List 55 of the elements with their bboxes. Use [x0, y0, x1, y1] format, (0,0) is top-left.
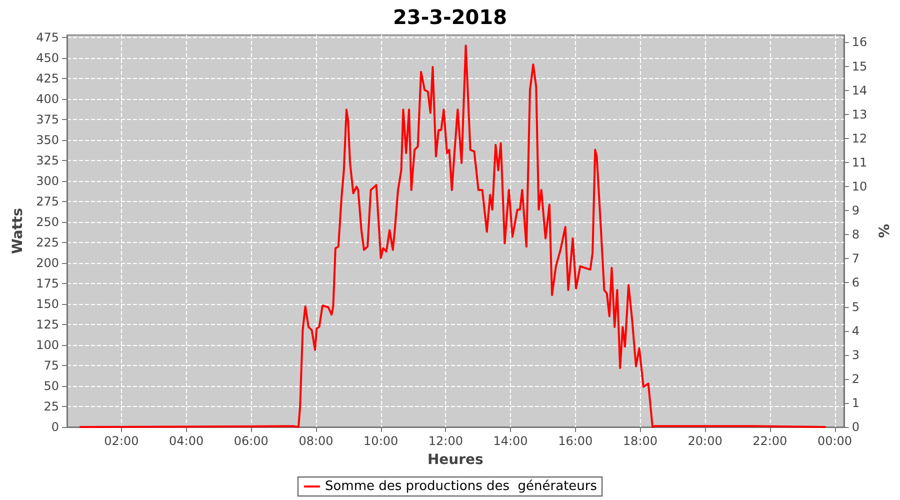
y-tick-label: 125 [36, 317, 59, 332]
x-tick-label: 08:00 [298, 434, 334, 448]
y2-tick-label: 6 [852, 276, 860, 290]
x-tick-label: 02:00 [104, 434, 139, 448]
y2-tick-label: 2 [852, 372, 860, 386]
y-tick-label: 450 [36, 50, 59, 65]
y-tick-label: 350 [36, 132, 59, 147]
y2-tick-label: 5 [852, 300, 860, 314]
y2-tick-label: 8 [852, 228, 860, 242]
y2-tick-label: 14 [852, 83, 868, 98]
x-tick-label: 16:00 [558, 434, 593, 448]
y2-tick-label: 7 [852, 252, 860, 266]
y-tick-label: 25 [44, 400, 59, 414]
y-tick-label: 100 [36, 338, 59, 352]
y-tick-label: 275 [36, 194, 59, 208]
y-tick-label: 50 [44, 378, 59, 393]
y-tick-label: 175 [36, 276, 59, 290]
legend-label: Somme des productions des générateurs [324, 479, 598, 494]
y-tick-label: 300 [36, 174, 59, 188]
y2-tick-label: 16 [852, 35, 868, 50]
y-tick-label: 225 [36, 235, 59, 250]
y-tick-label: 200 [36, 256, 59, 270]
x-tick-label: 04:00 [169, 434, 204, 448]
line-series [78, 44, 827, 428]
chart-title: 23-3-2018 [392, 5, 508, 29]
y2-tick-label: 12 [852, 131, 868, 146]
y-tick-label: 475 [36, 30, 59, 44]
y2-tick-label: 10 [852, 180, 868, 194]
x-tick-label: 06:00 [234, 434, 268, 448]
x-axis-title: Heures [427, 452, 484, 468]
y2-axis-title: % [877, 224, 893, 238]
y2-tick-label: 0 [852, 420, 860, 434]
y-tick-label: 400 [36, 92, 59, 106]
x-tick-label: 22:00 [752, 434, 788, 448]
y-tick-label: 425 [36, 71, 59, 86]
y2-tick-label: 3 [852, 348, 860, 362]
y2-tick-label: 1 [852, 396, 860, 410]
x-tick-label: 18:00 [622, 434, 658, 448]
y2-tick-label: 9 [852, 204, 860, 218]
y-tick-label: 250 [36, 214, 59, 229]
y-tick-label: 375 [36, 112, 59, 126]
y2-tick-label: 11 [852, 155, 868, 170]
x-tick-label: 14:00 [493, 434, 528, 448]
y-axis-title: Watts [10, 208, 26, 254]
x-tick-label: 00:00 [817, 434, 852, 448]
y2-tick-label: 15 [852, 59, 868, 74]
y2-tick-label: 13 [852, 107, 868, 122]
x-tick-label: 12:00 [428, 434, 463, 448]
y-tick-label: 0 [51, 420, 59, 434]
y-tick-label: 325 [36, 153, 59, 168]
y-tick-label: 75 [44, 358, 59, 372]
y-tick-label: 150 [36, 296, 59, 311]
y2-tick-label: 4 [852, 324, 860, 338]
x-tick-label: 20:00 [688, 434, 722, 448]
x-tick-label: 10:00 [364, 434, 398, 448]
